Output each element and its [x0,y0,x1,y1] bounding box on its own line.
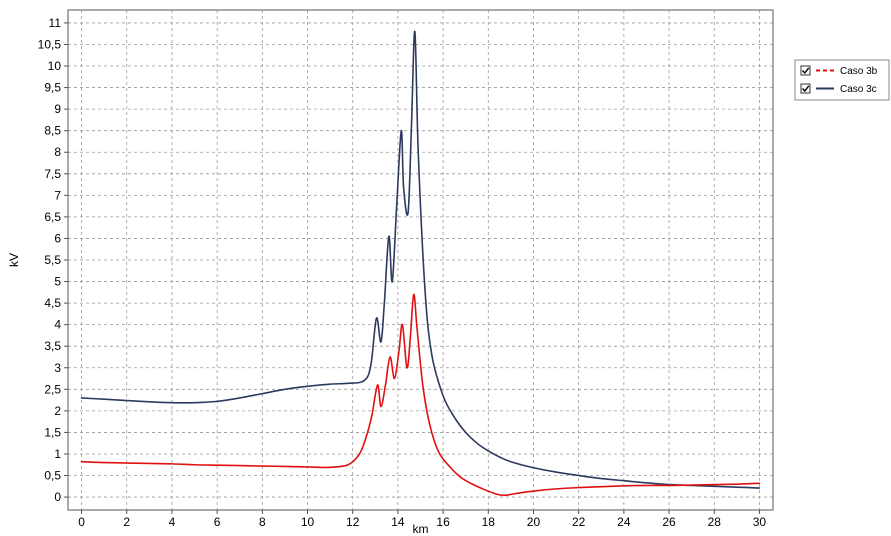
y-tick-label: 4,5 [44,296,61,310]
legend-label-caso-3b: Caso 3b [840,66,878,77]
y-axis-title: kV [7,253,21,267]
y-tick-label: 1 [54,447,61,461]
y-tick-label: 3,5 [44,339,61,353]
x-tick-label: 20 [527,515,541,529]
y-tick-label: 0 [54,490,61,504]
x-tick-label: 4 [169,515,176,529]
x-tick-label: 24 [617,515,631,529]
legend-checkbox-caso-3c[interactable] [801,84,810,93]
x-tick-label: 8 [259,515,266,529]
y-tick-label: 11 [49,16,62,30]
x-tick-label: 22 [572,515,586,529]
y-tick-label: 5,5 [44,253,61,267]
x-tick-label: 2 [123,515,130,529]
y-tick-label: 2 [54,404,61,418]
x-tick-label: 12 [346,515,360,529]
y-tick-label: 5 [54,275,61,289]
y-tick-label: 8 [54,145,61,159]
x-tick-label: 10 [301,515,315,529]
legend-label-caso-3c: Caso 3c [840,84,877,95]
x-axis-title: km [413,522,429,536]
x-tick-label: 30 [753,515,767,529]
legend-checkbox-caso-3b[interactable] [801,66,810,75]
y-tick-label: 6 [54,231,61,245]
y-tick-label: 7,5 [44,167,61,181]
x-tick-label: 6 [214,515,221,529]
y-axis: 0 0,5 1 1,5 2 2,5 3 3,5 4 4,5 5 5,5 6 6,5 7 7,5 8 8,5 9 9,5… [38,16,68,504]
legend: Caso 3b Caso 3c [795,60,889,100]
y-tick-label: 6,5 [44,210,61,224]
y-tick-label: 0,5 [44,469,61,483]
y-tick-label: 1,5 [44,425,61,439]
x-tick-label: 14 [391,515,405,529]
x-tick-label: 18 [482,515,496,529]
x-tick-label: 28 [708,515,722,529]
y-tick-label: 4 [54,318,61,332]
x-tick-label: 26 [662,515,676,529]
y-tick-label: 10,5 [38,37,62,51]
y-tick-label: 8,5 [44,124,61,138]
x-tick-label: 16 [436,515,450,529]
y-tick-label: 3 [54,361,61,375]
y-tick-label: 9 [54,102,61,116]
plot-background [68,10,773,510]
y-tick-label: 2,5 [44,382,61,396]
y-tick-label: 9,5 [44,81,61,95]
y-tick-label: 10 [48,59,62,73]
x-tick-label: 0 [78,515,85,529]
y-tick-label: 7 [54,188,61,202]
